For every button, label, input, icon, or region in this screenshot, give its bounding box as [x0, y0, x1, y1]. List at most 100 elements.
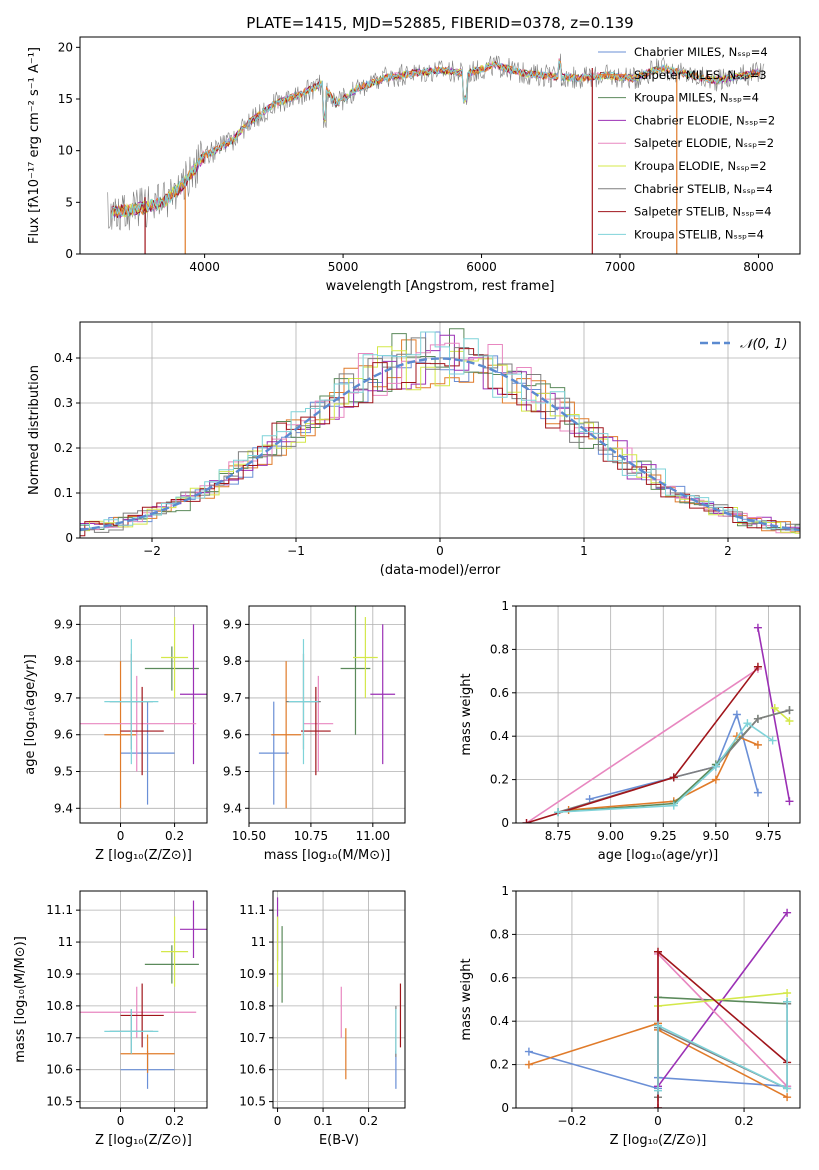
y-tick-label: 11 [58, 935, 73, 949]
plot-area [80, 900, 207, 1089]
x-tick-label: 9.50 [702, 829, 729, 843]
x-axis-label: E(B-V) [319, 1133, 359, 1148]
y-tick-label: 15 [58, 92, 73, 106]
y-tick-label: 0.3 [54, 396, 73, 410]
weight-marker [770, 703, 779, 712]
spectrum-title: PLATE=1415, MJD=52885, FIBERID=0378, z=0… [246, 14, 633, 32]
weight-marker [783, 997, 792, 1006]
y-tick-label: 9.9 [223, 617, 242, 631]
weight-series-5 [657, 992, 788, 1007]
legend-label: Salpeter ELODIE, Nₛₛₚ=2 [634, 136, 774, 150]
x-tick-label: 0 [654, 1114, 662, 1128]
x-tick-label: 5000 [328, 260, 359, 274]
axes-frame [248, 605, 406, 824]
plot-area [80, 328, 800, 537]
y-axis-label: Normed distribution [27, 365, 42, 495]
legend-label: Chabrier STELIB, Nₛₛₚ=4 [634, 182, 773, 196]
legend-label: Chabrier ELODIE, Nₛₛₚ=2 [634, 113, 775, 127]
y-tick-label: 0.6 [490, 971, 509, 985]
y-tick-label: 9.6 [223, 728, 242, 742]
y-tick-label: 9.5 [54, 765, 73, 779]
x-tick-label: 9.00 [597, 829, 624, 843]
y-tick-label: 1 [501, 599, 509, 613]
histogram-series-8 [80, 331, 800, 531]
y-tick-label: 9.4 [54, 801, 73, 815]
y-tick-label: 0.6 [490, 686, 509, 700]
y-tick-label: 11 [251, 935, 266, 949]
y-tick-label: 10.7 [46, 1031, 73, 1045]
legend-label: Kroupa MILES, Nₛₛₚ=4 [634, 91, 759, 105]
y-tick-label: 0 [65, 247, 73, 261]
x-tick-label: 0.1 [314, 1114, 333, 1128]
weight-marker [711, 762, 720, 771]
y-tick-label: 9.7 [223, 691, 242, 705]
weight-marker [783, 1084, 792, 1093]
spectrum-series-8 [111, 60, 761, 219]
y-tick-label: 10.8 [46, 999, 73, 1013]
weight-marker [524, 1047, 533, 1056]
weight-series-6 [657, 1003, 788, 1098]
y-tick-label: 10.6 [239, 1063, 266, 1077]
y-tick-label: 11.1 [46, 903, 73, 917]
y-tick-label: 9.7 [54, 691, 73, 705]
weight-marker [732, 710, 741, 719]
y-axis-label: Flux [fλ10⁻¹⁷ erg cm⁻² s⁻¹ A⁻¹] [27, 47, 42, 244]
weight-marker [524, 1060, 533, 1069]
y-tick-label: 9.8 [54, 654, 73, 668]
weight-marker [783, 1093, 792, 1102]
weight-marker [669, 773, 678, 782]
legend-label: Salpeter STELIB, Nₛₛₚ=4 [634, 205, 772, 219]
y-tick-label: 11.1 [239, 903, 266, 917]
plot-area [258, 606, 396, 809]
spectrum-series-7 [111, 61, 761, 218]
weight-series-5 [774, 707, 791, 722]
axes-frame [515, 605, 801, 824]
weight-marker [654, 1086, 662, 1095]
y-tick-label: 9.6 [54, 728, 73, 742]
y-tick-label: 9.5 [223, 765, 242, 779]
x-tick-label: 0.2 [165, 829, 184, 843]
weight-marker [785, 706, 794, 715]
x-tick-label: 0.2 [359, 1114, 378, 1128]
y-tick-label: 10.5 [239, 1095, 266, 1109]
plot-area [522, 623, 794, 823]
y-tick-label: 0.4 [490, 1014, 509, 1028]
y-tick-label: 0 [501, 1101, 509, 1115]
weight-marker [783, 908, 792, 917]
weight-marker [753, 788, 762, 797]
weight-marker [654, 1021, 662, 1030]
x-tick-label: 0 [117, 1114, 125, 1128]
plot-area [276, 897, 402, 1089]
x-tick-label: 0 [274, 1114, 282, 1128]
weight-series-4 [526, 668, 759, 823]
x-tick-label: 6000 [466, 260, 497, 274]
weight-marker [753, 740, 762, 749]
y-tick-label: 10.5 [46, 1095, 73, 1109]
x-tick-label: 0 [117, 829, 125, 843]
y-tick-label: 10.7 [239, 1031, 266, 1045]
weight-marker [753, 623, 762, 632]
x-tick-label: 2 [724, 544, 732, 558]
y-tick-label: 0.4 [54, 351, 73, 365]
y-tick-label: 0.2 [490, 1058, 509, 1072]
y-axis-label: mass weight [459, 958, 474, 1040]
weight-marker [654, 1104, 662, 1108]
y-axis-label: mass weight [459, 673, 474, 755]
y-tick-label: 0.2 [54, 441, 73, 455]
y-tick-label: 10.8 [239, 999, 266, 1013]
weight-series-0 [589, 711, 759, 800]
y-tick-label: 0.4 [490, 729, 509, 743]
y-tick-label: 10.6 [46, 1063, 73, 1077]
plot-area [80, 617, 207, 809]
x-axis-label: Z [log₁₀(Z/Z⊙)] [610, 1133, 707, 1148]
y-tick-label: 10.9 [46, 967, 73, 981]
x-axis-label: Z [log₁₀(Z/Z⊙)] [95, 1133, 192, 1148]
legend-label: 𝒩(0, 1) [740, 337, 787, 352]
y-tick-label: 10.9 [239, 967, 266, 981]
x-axis-label: mass [log₁₀(M/M⊙)] [264, 848, 391, 863]
x-tick-label: 8000 [743, 260, 774, 274]
y-tick-label: 5 [65, 195, 73, 209]
x-axis-label: Z [log₁₀(Z/Z⊙)] [95, 848, 192, 863]
y-tick-label: 0.8 [490, 927, 509, 941]
x-tick-label: −2 [143, 544, 161, 558]
